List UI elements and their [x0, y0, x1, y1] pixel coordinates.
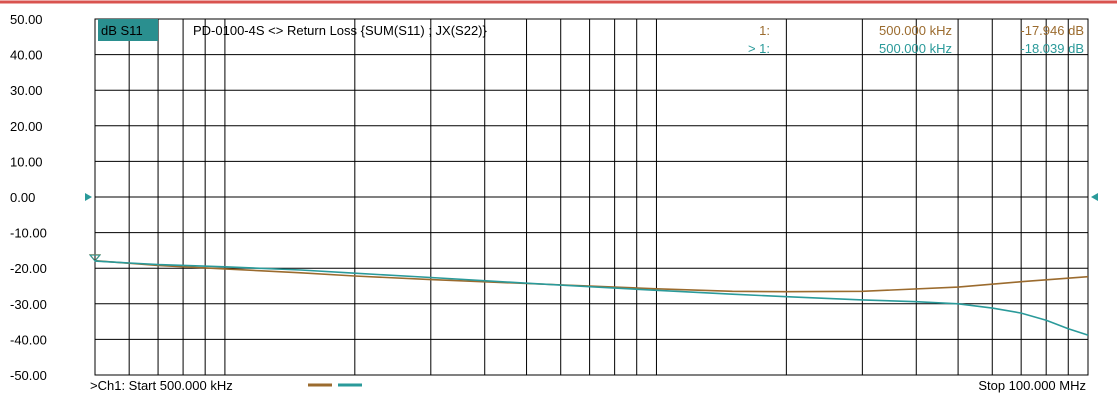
- y-tick-label: -20.00: [10, 261, 47, 276]
- y-tick-label: -40.00: [10, 332, 47, 347]
- start-frequency-label: >Ch1: Start 500.000 kHz: [90, 378, 233, 393]
- marker-1-frequency: 500.000 kHz: [879, 23, 952, 38]
- marker-2-value: -18.039 dB: [1020, 41, 1084, 56]
- y-tick-label: -10.00: [10, 226, 47, 241]
- y-tick-label: 30.00: [10, 83, 43, 98]
- channel-badge-label[interactable]: dB S11: [101, 23, 143, 38]
- channel-badge[interactable]: [98, 19, 158, 41]
- marker-2-frequency: 500.000 kHz: [879, 41, 952, 56]
- marker-1-value: -17.946 dB: [1020, 23, 1084, 38]
- y-tick-label: 50.00: [10, 12, 43, 27]
- y-tick-labels: 50.00 40.00 30.00 20.00 10.00 0.00 -10.00 -20.0…: [10, 12, 47, 383]
- stop-frequency-label: Stop 100.000 MHz: [978, 378, 1086, 393]
- y-tick-label: -50.00: [10, 368, 47, 383]
- traces: [88, 254, 1089, 336]
- reference-level-left-icon: [85, 193, 92, 201]
- trace-title: PD-0100-4S <> Return Loss {SUM(S11) ; JX…: [193, 23, 487, 38]
- y-tick-label: 20.00: [10, 119, 43, 134]
- reference-level-right-icon: [1091, 193, 1098, 201]
- y-tick-label: -30.00: [10, 297, 47, 312]
- marker-1-label: 1:: [759, 23, 770, 38]
- marker-2-triangle: [88, 254, 102, 262]
- y-tick-label: 0.00: [10, 190, 35, 205]
- reference-markers: [85, 193, 1098, 201]
- marker-2-label: > 1:: [748, 41, 770, 56]
- y-tick-label: 40.00: [10, 48, 43, 63]
- y-tick-label: 10.00: [10, 154, 43, 169]
- plot-grid: [94, 18, 1089, 376]
- trace-2-line: [94, 260, 1089, 336]
